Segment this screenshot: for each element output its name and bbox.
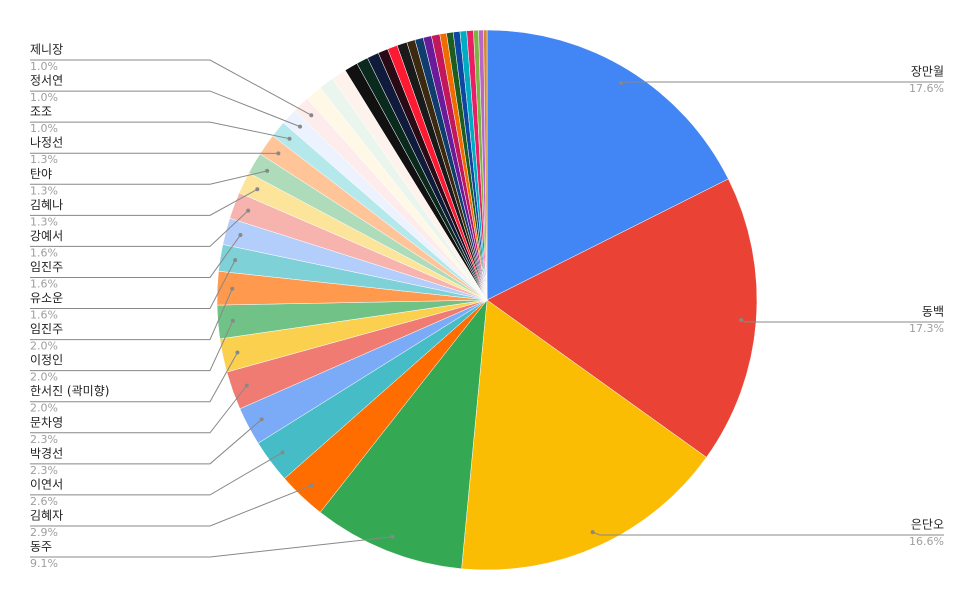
leader-line xyxy=(30,59,312,116)
slice-label: 동백 xyxy=(922,305,944,319)
leader-dot xyxy=(618,80,623,85)
slice-label: 제니장 xyxy=(30,43,63,57)
leader-line xyxy=(30,352,238,403)
leader-dot xyxy=(287,136,292,141)
slice-value-label: 16.6% xyxy=(909,535,944,548)
leader-line xyxy=(620,81,944,84)
slice-label: 박경선 xyxy=(30,446,63,460)
slice-value-label: 1.0% xyxy=(30,91,58,104)
slice-label: 이정인 xyxy=(30,353,63,367)
pie-slice xyxy=(483,29,488,301)
leader-dot xyxy=(238,233,243,238)
leader-line xyxy=(592,531,944,536)
slice-value-label: 2.6% xyxy=(30,495,58,508)
leader-dot xyxy=(590,530,595,535)
slice-value-label: 2.0% xyxy=(30,340,58,353)
pie-slice xyxy=(319,299,488,570)
slice-value-label: 1.6% xyxy=(30,246,58,259)
pie-slice xyxy=(486,178,758,458)
slice-label: 장만월 xyxy=(911,65,944,79)
leader-dot xyxy=(280,450,285,455)
slice-value-label: 2.0% xyxy=(30,371,58,384)
leader-line xyxy=(30,320,234,372)
slice-label: 조조 xyxy=(30,105,52,119)
leader-line xyxy=(30,288,233,341)
slice-value-label: 2.3% xyxy=(30,433,58,446)
leader-dot xyxy=(259,417,264,422)
leader-dot xyxy=(230,318,235,323)
leader-line xyxy=(30,452,283,496)
leader-dot xyxy=(298,124,303,129)
leader-dot xyxy=(244,383,249,388)
slice-value-label: 1.0% xyxy=(30,122,58,135)
slice-label: 임진주 xyxy=(30,322,63,336)
pie-slice xyxy=(461,299,707,571)
leader-line xyxy=(30,259,236,309)
slice-label: 한서진 (곽미향) xyxy=(30,384,109,398)
slice-value-label: 17.6% xyxy=(909,82,944,95)
slice-value-label: 1.3% xyxy=(30,153,58,166)
leader-line xyxy=(30,121,290,140)
slice-value-label: 9.1% xyxy=(30,557,58,570)
leader-dot xyxy=(230,286,235,291)
slice-value-label: 1.3% xyxy=(30,215,58,228)
leader-line xyxy=(30,418,262,465)
slice-value-label: 17.3% xyxy=(909,322,944,335)
leader-dot xyxy=(246,208,251,213)
leader-line xyxy=(30,234,241,278)
slice-value-label: 2.9% xyxy=(30,526,58,539)
leader-dot xyxy=(235,350,240,355)
pie-slice xyxy=(486,29,729,301)
slice-value-label: 1.3% xyxy=(30,184,58,197)
slice-label: 정서연 xyxy=(30,74,63,88)
slice-label: 유소운 xyxy=(30,291,63,305)
slice-label: 동주 xyxy=(30,540,52,554)
slice-label: 강예서 xyxy=(30,229,63,243)
leader-line xyxy=(30,484,313,527)
slice-label: 탄야 xyxy=(30,167,52,181)
leader-dot xyxy=(276,151,281,156)
leader-line xyxy=(30,536,393,558)
leader-dot xyxy=(265,168,270,173)
slice-label: 나정선 xyxy=(30,136,63,150)
slice-label: 김혜자 xyxy=(30,508,63,522)
leader-line xyxy=(30,210,249,247)
leader-dot xyxy=(233,258,238,263)
leader-dot xyxy=(255,187,260,192)
slice-label: 임진주 xyxy=(30,260,63,274)
leader-dot xyxy=(739,318,744,323)
leader-dot xyxy=(309,483,314,488)
slice-value-label: 2.3% xyxy=(30,464,58,477)
slice-value-label: 1.6% xyxy=(30,309,58,322)
leader-line xyxy=(30,90,301,128)
leader-line xyxy=(30,385,248,434)
leader-line xyxy=(30,188,258,216)
slice-value-label: 1.0% xyxy=(30,60,58,73)
leader-dot xyxy=(390,534,395,539)
slice-label: 은단오 xyxy=(911,518,944,532)
slice-value-label: 1.6% xyxy=(30,277,58,290)
leader-line xyxy=(30,170,268,185)
slice-label: 문차영 xyxy=(30,415,63,429)
slice-label: 김혜나 xyxy=(30,198,63,212)
leader-dot xyxy=(309,113,314,118)
slice-label: 이연서 xyxy=(30,477,63,491)
slice-value-label: 2.0% xyxy=(30,402,58,415)
